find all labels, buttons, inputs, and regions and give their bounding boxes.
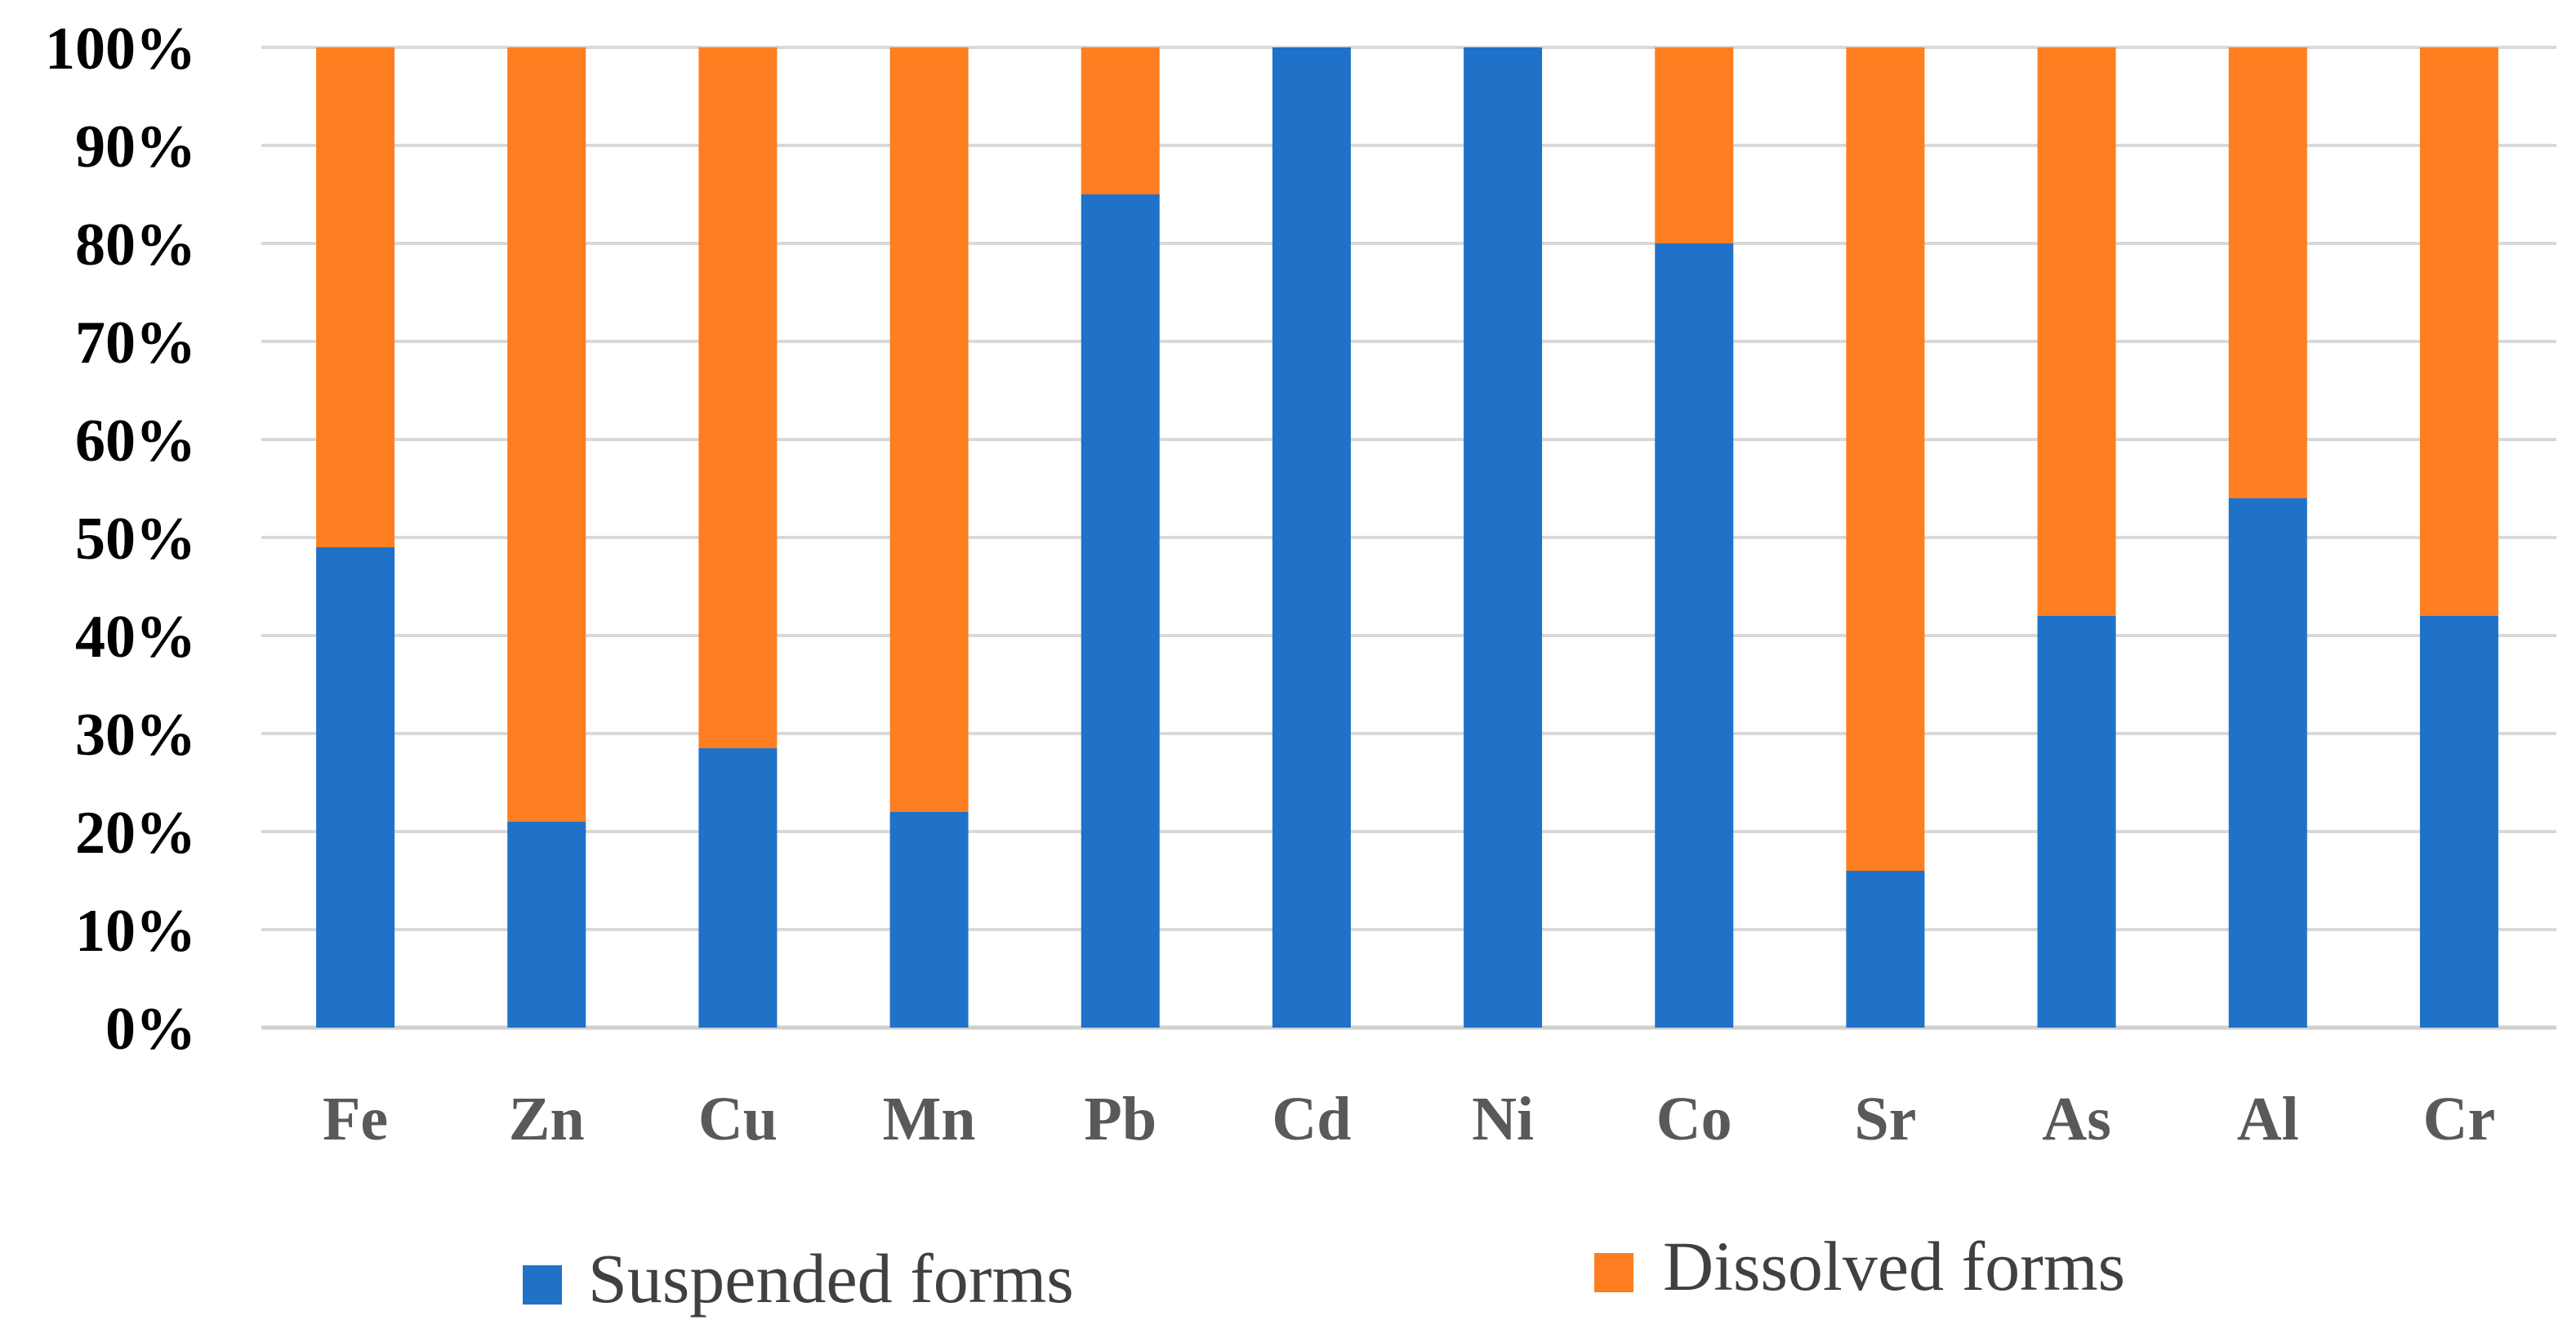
y-tick-label: 30% — [75, 702, 196, 769]
y-tick-label: 90% — [75, 114, 196, 181]
y-tick-label: 10% — [75, 898, 196, 965]
bar-segment-dissolved-al — [2228, 47, 2307, 498]
bar-segment-suspended-cr — [2419, 616, 2498, 1028]
gridlines — [261, 46, 2556, 1030]
bar-segment-suspended-fe — [316, 547, 395, 1028]
x-tick-label: As — [2042, 1085, 2110, 1153]
bar-segment-suspended-cd — [1272, 47, 1351, 1028]
x-tick-label: Cr — [2423, 1085, 2496, 1153]
x-tick-label: Co — [1656, 1085, 1732, 1153]
x-tick-label: Sr — [1854, 1085, 1916, 1153]
y-tick-label: 0% — [105, 996, 196, 1063]
y-tick-label: 70% — [75, 310, 196, 377]
legend: Suspended forms Dissolved forms — [523, 1227, 2125, 1318]
x-tick-label: Cd — [1272, 1085, 1351, 1153]
x-tick-label: Al — [2237, 1085, 2299, 1153]
bar-segment-suspended-as — [2037, 616, 2116, 1028]
bar-segment-dissolved-cu — [698, 47, 778, 748]
bars — [316, 47, 2498, 1028]
y-tick-label: 60% — [75, 408, 196, 475]
x-tick-label: Cu — [698, 1085, 778, 1153]
y-axis-tick-labels: 0% 10% 20% 30% 40% 50% 60% 70% 80% 90% 100% — [45, 16, 196, 1063]
bar-segment-suspended-sr — [1846, 871, 1925, 1028]
bar-segment-dissolved-as — [2037, 47, 2116, 616]
x-axis-tick-labels: Fe Zn Cu Mn Pb Cd Ni Co Sr As Al Cr — [323, 1085, 2495, 1153]
legend-swatch-suspended — [523, 1265, 562, 1305]
bar-segment-dissolved-cr — [2419, 47, 2498, 616]
legend-label-suspended: Suspended forms — [588, 1239, 1074, 1318]
bar-segment-dissolved-fe — [316, 47, 395, 547]
y-tick-label: 50% — [75, 506, 196, 573]
bar-segment-suspended-ni — [1464, 47, 1543, 1028]
bar-segment-dissolved-mn — [889, 47, 969, 812]
bar-segment-dissolved-sr — [1846, 47, 1925, 871]
legend-swatch-dissolved — [1594, 1253, 1633, 1292]
y-tick-label: 80% — [75, 212, 196, 279]
bar-segment-dissolved-co — [1655, 47, 1734, 243]
bar-segment-dissolved-pb — [1081, 47, 1160, 194]
x-tick-label: Mn — [883, 1085, 976, 1153]
bar-segment-suspended-al — [2228, 498, 2307, 1028]
bar-segment-suspended-pb — [1081, 194, 1160, 1028]
bar-segment-dissolved-zn — [507, 47, 586, 822]
x-tick-label: Zn — [509, 1085, 585, 1153]
y-tick-label: 40% — [75, 604, 196, 671]
x-tick-label: Ni — [1472, 1085, 1534, 1153]
legend-label-dissolved: Dissolved forms — [1663, 1227, 2125, 1305]
bar-segment-suspended-co — [1655, 243, 1734, 1028]
y-tick-label: 20% — [75, 800, 196, 867]
bar-segment-suspended-mn — [889, 812, 969, 1028]
x-tick-label: Pb — [1084, 1085, 1157, 1153]
x-tick-label: Fe — [323, 1085, 388, 1153]
bar-segment-suspended-cu — [698, 748, 778, 1028]
y-tick-label: 100% — [45, 16, 196, 83]
bar-segment-suspended-zn — [507, 822, 586, 1028]
